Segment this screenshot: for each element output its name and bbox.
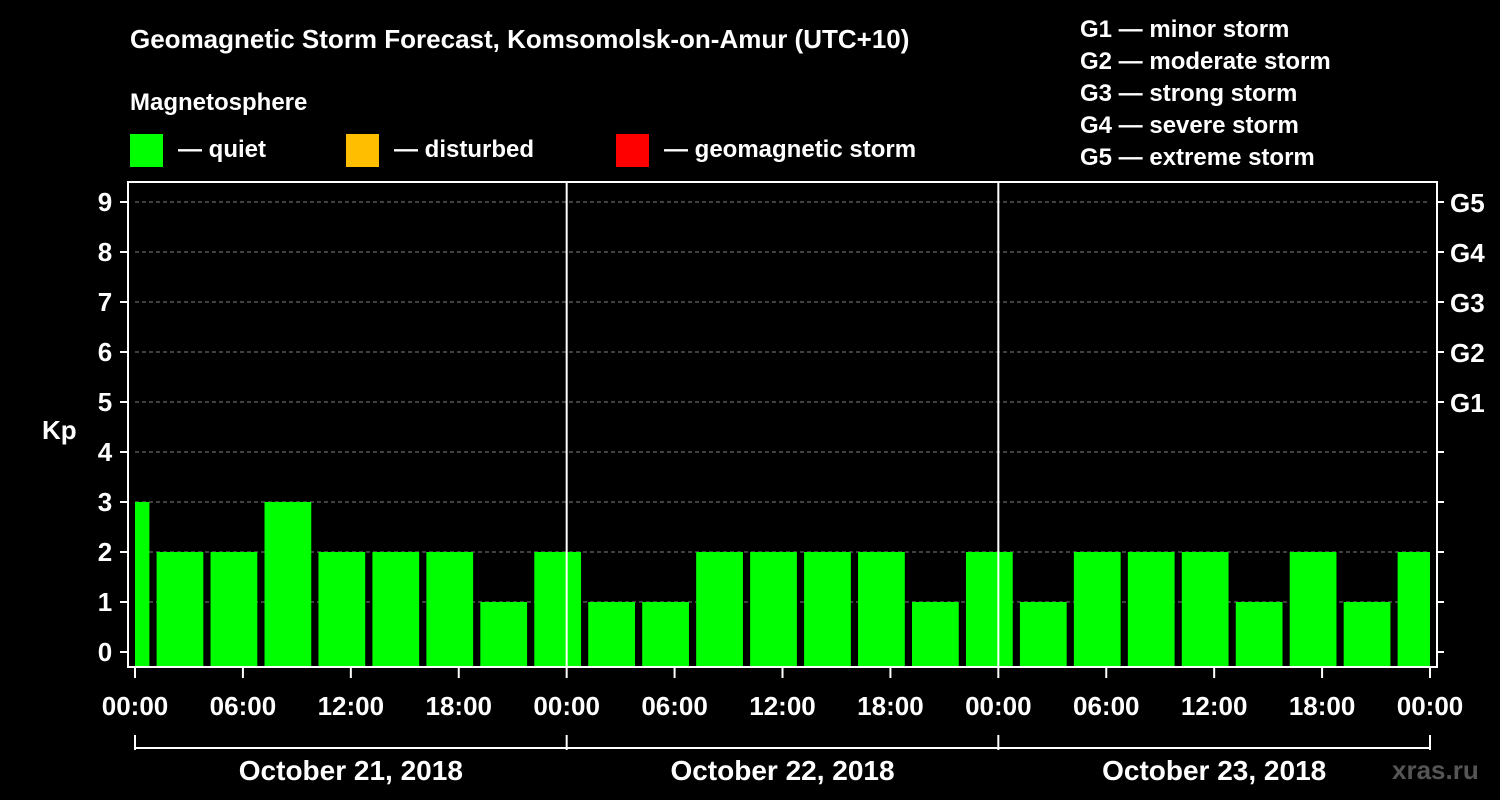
x-tick-label: 18:00: [426, 691, 493, 721]
kp-bar: [1127, 552, 1175, 667]
y-tick-label: 6: [98, 337, 112, 367]
y-tick-label: 8: [98, 237, 112, 267]
kp-bar: [210, 552, 258, 667]
kp-bar: [480, 602, 528, 667]
kp-bar: [1019, 602, 1067, 667]
right-axis-label-g3: G3: [1450, 288, 1485, 318]
kp-bar: [588, 602, 636, 667]
y-tick-label: 3: [98, 487, 112, 517]
storm-scale-g1: G1 — minor storm: [1080, 16, 1289, 43]
kp-bar: [534, 552, 582, 667]
kp-bar: [426, 552, 474, 667]
storm-scale-g4: G4 — severe storm: [1080, 112, 1299, 139]
legend-swatch-quiet: [130, 134, 163, 167]
x-tick-label: 06:00: [641, 691, 708, 721]
day-label: October 23, 2018: [1102, 755, 1326, 786]
y-tick-label: 4: [98, 437, 113, 467]
storm-scale-g3: G3 — strong storm: [1080, 80, 1297, 107]
kp-bar: [750, 552, 797, 667]
y-tick-label: 7: [98, 287, 112, 317]
y-tick-label: 5: [98, 387, 112, 417]
bars: [135, 502, 1430, 667]
storm-scale: G1 — minor storm G2 — moderate storm G3 …: [1080, 16, 1331, 171]
legend-label-disturbed: — disturbed: [394, 136, 534, 163]
kp-bar: [642, 602, 689, 667]
x-tick-label: 06:00: [210, 691, 277, 721]
x-tick-label: 18:00: [1289, 691, 1356, 721]
legend-swatch-disturbed: [346, 134, 379, 167]
legend-label-storm: — geomagnetic storm: [664, 136, 916, 163]
kp-bar: [318, 552, 366, 667]
kp-bar: [858, 552, 905, 667]
storm-scale-g2: G2 — moderate storm: [1080, 48, 1331, 75]
legend-heading: Magnetosphere: [130, 89, 307, 116]
y-tick-label: 1: [98, 587, 112, 617]
x-tick-label: 00:00: [1397, 691, 1464, 721]
right-axis-label-g5: G5: [1450, 188, 1485, 218]
x-tick-label: 18:00: [857, 691, 924, 721]
kp-bar: [804, 552, 851, 667]
kp-bar: [1181, 552, 1229, 667]
x-tick-label: 12:00: [1181, 691, 1248, 721]
kp-bar: [372, 552, 420, 667]
kp-bar: [1235, 602, 1283, 667]
grid: [135, 201, 1430, 603]
kp-bar: [135, 502, 150, 667]
day-label: October 21, 2018: [239, 755, 463, 786]
right-axis-label-g2: G2: [1450, 338, 1485, 368]
x-tick-label: 00:00: [533, 691, 600, 721]
x-tick-label: 12:00: [749, 691, 816, 721]
x-tick-label: 00:00: [102, 691, 169, 721]
axes: 0 1 2 3 4 5 6 7 8 9 G1 G2 G3 G4 G5 00:00 06:00 12:00 18:00…: [98, 181, 1485, 786]
legend-label-quiet: — quiet: [178, 136, 266, 163]
storm-scale-g5: G5 — extreme storm: [1080, 144, 1315, 171]
kp-bar: [1397, 552, 1430, 667]
right-axis-label-g1: G1: [1450, 388, 1485, 418]
watermark: xras.ru: [1392, 755, 1479, 785]
kp-bar: [696, 552, 743, 667]
y-tick-label: 2: [98, 537, 112, 567]
legend: — quiet — disturbed — geomagnetic storm: [130, 134, 916, 167]
chart-title: Geomagnetic Storm Forecast, Komsomolsk-o…: [130, 24, 909, 54]
legend-swatch-storm: [616, 134, 649, 167]
day-label: October 22, 2018: [670, 755, 894, 786]
kp-bar: [264, 502, 312, 667]
x-tick-label: 00:00: [965, 691, 1032, 721]
right-axis-label-g4: G4: [1450, 238, 1485, 268]
y-tick-label: 9: [98, 187, 112, 217]
x-tick-label: 12:00: [318, 691, 385, 721]
x-tick-label: 06:00: [1073, 691, 1140, 721]
kp-bar: [156, 552, 204, 667]
kp-bar: [1289, 552, 1337, 667]
kp-bar: [912, 602, 959, 667]
y-tick-label: 0: [98, 637, 112, 667]
kp-bar: [1343, 602, 1391, 667]
y-axis-label: Kp: [42, 415, 77, 445]
kp-bar: [1073, 552, 1121, 667]
kp-bar: [965, 552, 1013, 667]
